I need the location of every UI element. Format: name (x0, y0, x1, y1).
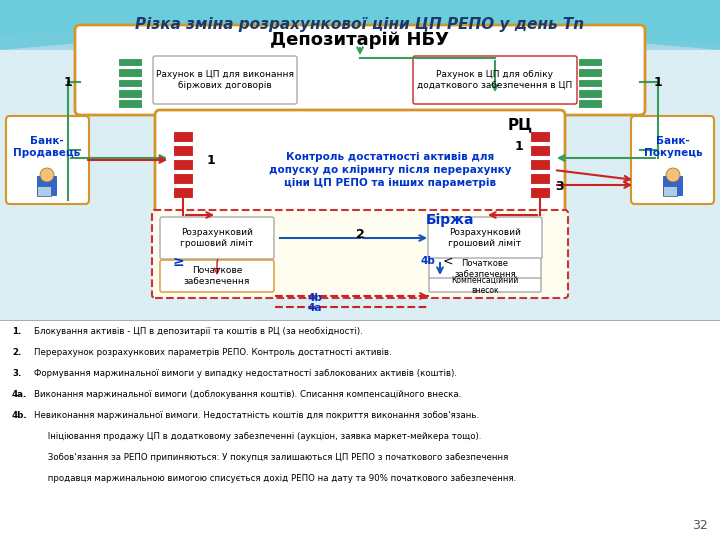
Bar (0, 320, 720, 540)
Text: Початкове
забезпечення: Початкове забезпечення (184, 266, 250, 286)
Bar (173, 159, 193, 170)
FancyBboxPatch shape (413, 56, 577, 104)
FancyBboxPatch shape (631, 116, 714, 204)
Text: Ініціювання продажу ЦП в додатковому забезпеченні (аукціон, заявка маркет-мейкер: Ініціювання продажу ЦП в додатковому заб… (34, 432, 482, 441)
Text: Депозитарій НБУ: Депозитарій НБУ (271, 31, 449, 49)
Text: Компенсаційний
внесок: Компенсаційний внесок (451, 275, 518, 295)
Text: <: < (443, 254, 454, 267)
Bar (578, 58, 602, 66)
Bar (118, 58, 142, 66)
Bar (118, 68, 142, 77)
Text: 4a: 4a (307, 303, 323, 313)
Bar (530, 172, 550, 184)
Text: Формування маржинальної вимоги у випадку недостатності заблокованих активів (кош: Формування маржинальної вимоги у випадку… (34, 369, 457, 378)
FancyBboxPatch shape (152, 210, 568, 298)
Text: Біржа: Біржа (426, 213, 474, 227)
Polygon shape (0, 0, 720, 44)
Bar (118, 89, 142, 98)
Bar (530, 145, 550, 156)
FancyBboxPatch shape (37, 176, 57, 196)
Circle shape (666, 168, 680, 182)
Text: 2.: 2. (12, 348, 22, 357)
Bar (578, 99, 602, 108)
Bar (173, 172, 193, 184)
Polygon shape (0, 0, 720, 50)
Text: Рахунок в ЦП для обліку
додаткового забезпечення в ЦП: Рахунок в ЦП для обліку додаткового забе… (418, 70, 572, 90)
Bar (530, 131, 550, 142)
Text: Перерахунок розрахункових параметрів РЕПО. Контроль достатності активів.: Перерахунок розрахункових параметрів РЕП… (34, 348, 392, 357)
FancyBboxPatch shape (160, 217, 274, 259)
Text: Розрахунковий
грошовий ліміт: Розрахунковий грошовий ліміт (449, 228, 521, 248)
Bar (578, 89, 602, 98)
FancyBboxPatch shape (155, 110, 565, 215)
Bar (173, 186, 193, 198)
Bar (37, 186, 51, 196)
FancyBboxPatch shape (160, 260, 274, 292)
FancyBboxPatch shape (429, 278, 541, 292)
Text: Виконання маржинальної вимоги (доблокування коштів). Списання компенсаційного вн: Виконання маржинальної вимоги (доблокува… (34, 390, 462, 399)
Bar (530, 186, 550, 198)
FancyBboxPatch shape (153, 56, 297, 104)
Bar (530, 159, 550, 170)
FancyBboxPatch shape (663, 176, 683, 196)
Bar (118, 99, 142, 108)
Text: 1: 1 (514, 140, 523, 153)
Bar (173, 145, 193, 156)
Text: 32: 32 (692, 519, 708, 532)
Bar (118, 79, 142, 87)
Text: 1.: 1. (12, 327, 22, 336)
FancyBboxPatch shape (429, 258, 541, 279)
Text: Банк-
Продавець: Банк- Продавець (14, 136, 81, 158)
Text: Зобов'язання за РЕПО припиняються: У покупця залишаються ЦП РЕПО з початкового з: Зобов'язання за РЕПО припиняються: У пок… (34, 453, 508, 462)
Text: Невиконання маржинальної вимоги. Недостатність коштів для покриття виконання зоб: Невиконання маржинальної вимоги. Недоста… (34, 411, 479, 420)
Text: Рахунок в ЦП для виконання
біржових договорів: Рахунок в ЦП для виконання біржових дого… (156, 70, 294, 90)
Text: ≥: ≥ (172, 255, 184, 269)
FancyBboxPatch shape (75, 25, 645, 115)
Bar (663, 186, 677, 196)
Text: 2: 2 (356, 228, 364, 241)
Text: 4a.: 4a. (12, 390, 27, 399)
Text: 1: 1 (63, 76, 73, 89)
Text: Різка зміна розрахункової ціни ЦП РЕПО у день Tn: Різка зміна розрахункової ціни ЦП РЕПО у… (135, 17, 585, 31)
Text: 3: 3 (555, 179, 564, 192)
Text: 4b: 4b (420, 256, 436, 266)
Text: Початкове
забезпечення: Початкове забезпечення (454, 259, 516, 279)
FancyBboxPatch shape (0, 0, 720, 50)
Bar (173, 131, 193, 142)
Bar (578, 79, 602, 87)
Text: Банк-
Покупець: Банк- Покупець (644, 136, 702, 158)
Text: Блокування активів - ЦП в депозитарії та коштів в РЦ (за необхідності).: Блокування активів - ЦП в депозитарії та… (34, 327, 363, 336)
Text: 3.: 3. (12, 369, 22, 378)
Bar (578, 68, 602, 77)
FancyBboxPatch shape (6, 116, 89, 204)
Text: Контроль достатності активів для
допуску до клірингу після перерахунку
ціни ЦП Р: Контроль достатності активів для допуску… (269, 152, 511, 188)
Text: 1: 1 (207, 153, 216, 166)
FancyBboxPatch shape (428, 217, 542, 259)
Text: продавця маржинальною вимогою списується дохід РЕПО на дату та 90% початкового з: продавця маржинальною вимогою списується… (34, 474, 516, 483)
Text: 1: 1 (654, 76, 662, 89)
Text: РЦ: РЦ (508, 118, 533, 132)
Circle shape (40, 168, 54, 182)
Text: 4b: 4b (307, 293, 323, 303)
Text: Розрахунковий
грошовий ліміт: Розрахунковий грошовий ліміт (181, 228, 253, 248)
Text: 4b.: 4b. (12, 411, 28, 420)
